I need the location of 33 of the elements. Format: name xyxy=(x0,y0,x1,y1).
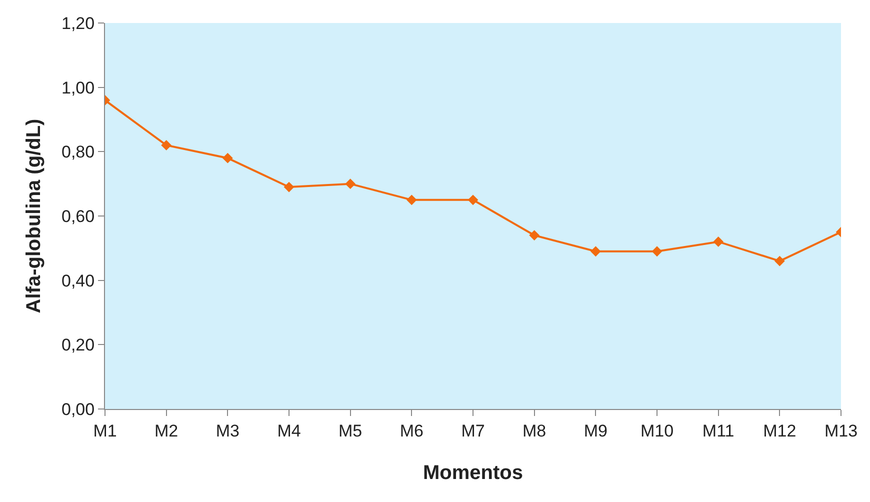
point xyxy=(284,182,294,192)
point xyxy=(468,194,478,206)
y-tick-label: 1,20 xyxy=(62,14,95,33)
y-tick-label: 0,00 xyxy=(62,400,95,419)
x-tick-label: M1 xyxy=(93,421,117,440)
y-axis-title: Alfa-globulina (g/dL) xyxy=(23,118,46,314)
x-tick-label: M4 xyxy=(277,421,301,440)
point xyxy=(222,152,233,164)
x-tick-label: M10 xyxy=(640,421,674,440)
x-tick-label: M5 xyxy=(338,421,362,440)
x-tick-label: M7 xyxy=(461,421,485,440)
point xyxy=(529,230,540,240)
x-tick-label: M12 xyxy=(763,421,796,440)
point xyxy=(406,194,417,206)
x-tick-label: M3 xyxy=(216,421,240,440)
x-tick-label: M11 xyxy=(702,421,734,440)
point xyxy=(652,246,662,257)
x-tick-label: M2 xyxy=(154,421,178,440)
point xyxy=(345,178,356,190)
x-axis-title: Momentos xyxy=(423,462,523,484)
x-tick-label: M13 xyxy=(824,421,858,440)
y-tick-label: 0,40 xyxy=(62,271,95,290)
point xyxy=(774,256,785,266)
y-tick-label: 0,60 xyxy=(62,206,95,226)
y-tick-label: 0,20 xyxy=(62,336,95,355)
x-tick-label: M8 xyxy=(522,421,546,440)
x-tick-label: M6 xyxy=(400,421,424,440)
y-tick-label: 1,00 xyxy=(62,78,95,98)
point xyxy=(713,236,724,247)
y-tick-label: 0,80 xyxy=(62,142,95,162)
point xyxy=(590,246,601,257)
x-tick-label: M9 xyxy=(584,421,608,440)
point xyxy=(161,140,172,150)
